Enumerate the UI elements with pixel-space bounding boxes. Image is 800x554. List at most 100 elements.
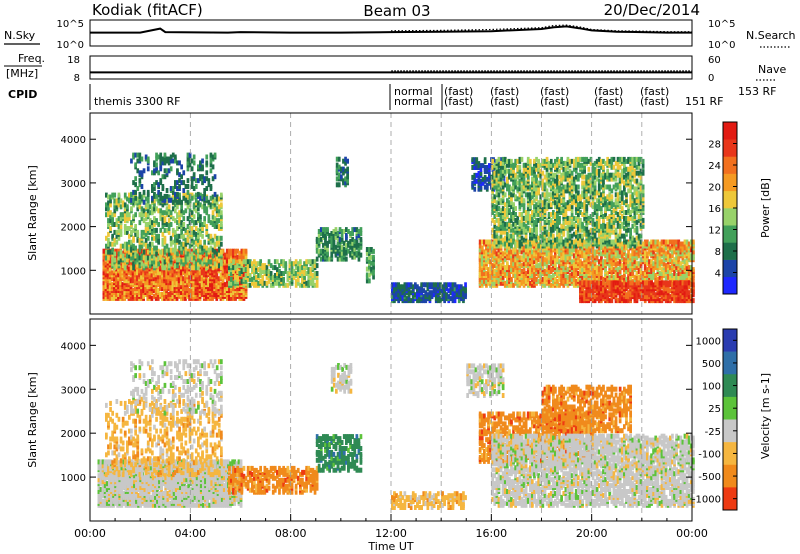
data-cell-r1	[205, 261, 209, 267]
data-cell-r1	[142, 212, 146, 218]
data-cell-r0	[144, 252, 147, 258]
data-cell-r0	[240, 256, 244, 262]
data-cell-r1	[142, 229, 146, 235]
data-cell-r2	[159, 164, 163, 170]
data-cell-r3	[282, 276, 285, 282]
data-cell-r1	[159, 208, 163, 214]
data-cell-r2	[167, 160, 171, 166]
data-cell-r5	[346, 158, 349, 164]
data-cell-r0	[163, 293, 166, 299]
data-cell-r2	[165, 193, 169, 199]
data-cell-r1	[203, 220, 206, 226]
data-cell-r1	[171, 231, 175, 237]
data-cell-r1	[107, 255, 110, 261]
data-cell-r1	[113, 192, 117, 198]
data-cell-r0	[140, 270, 143, 276]
data-cell-r1	[153, 249, 156, 255]
data-cell-r1	[153, 227, 156, 233]
data-cell-r1	[176, 204, 179, 210]
data-cell-r2	[161, 156, 165, 162]
data-cell-r0	[175, 248, 179, 254]
data-cell-r1	[184, 227, 188, 233]
data-cell-r1	[159, 249, 163, 255]
data-cell-r0	[182, 276, 185, 282]
data-cell-r4	[345, 256, 348, 262]
data-cell-r1	[128, 239, 131, 245]
data-cell-r0	[169, 264, 173, 270]
data-cell-r0	[171, 250, 175, 256]
data-cell-r2	[163, 152, 167, 158]
data-cell-r0	[161, 248, 164, 254]
data-cell-r1	[201, 226, 204, 231]
data-cell-r1	[205, 229, 209, 235]
data-cell-r0	[240, 288, 244, 293]
data-cell-r1	[178, 239, 181, 245]
data-cell-r0	[219, 256, 223, 262]
data-cell-r2	[209, 184, 213, 189]
data-cell-r0	[211, 295, 214, 301]
data-cell-r0	[163, 282, 166, 288]
data-cell-r0	[146, 260, 150, 266]
data-cell-r2	[194, 184, 198, 189]
data-cell-r1	[107, 237, 110, 243]
data-cell-r2	[146, 166, 150, 172]
data-cell-r1	[128, 212, 131, 218]
data-cell-r0	[188, 274, 191, 280]
data-cell-r1	[146, 198, 150, 204]
data-cell-r1	[111, 220, 114, 226]
data-cell-r0	[228, 248, 231, 254]
data-cell-r1	[111, 212, 114, 218]
data-cell-r1	[146, 226, 150, 231]
cpid-entry-fast-5b: (fast)	[640, 95, 669, 108]
data-cell-r1	[134, 192, 137, 198]
data-cell-r1	[138, 204, 142, 210]
data-cell-r0	[163, 262, 166, 268]
data-cell-r0	[161, 295, 164, 301]
data-cell-r1	[201, 261, 204, 267]
data-cell-r1	[184, 200, 188, 206]
data-cell-r1	[174, 243, 177, 249]
data-cell-r1	[111, 255, 114, 261]
data-cell-r0	[102, 280, 106, 286]
data-cell-r1	[167, 218, 171, 224]
data-cell-r1	[128, 226, 131, 231]
data-cell-r1	[144, 196, 148, 202]
data-cell-r1	[134, 245, 137, 251]
data-cell-r1	[151, 235, 154, 241]
data-cell-r0	[148, 290, 152, 295]
data-cell-r2	[171, 186, 175, 191]
data-cell-r1	[155, 245, 158, 251]
data-cell-r2	[169, 158, 173, 164]
data-cell-r1	[155, 261, 158, 267]
data-cell-r1	[153, 202, 156, 208]
data-cell-r3	[232, 259, 235, 265]
data-cell-r0	[102, 270, 106, 276]
data-cell-r0	[173, 280, 177, 286]
data-cell-r1	[113, 265, 117, 271]
freq-label-bottom: [MHz]	[6, 67, 38, 80]
data-cell-r0	[108, 266, 112, 272]
data-cell-r0	[121, 290, 125, 295]
data-cell-r1	[184, 253, 188, 259]
data-cell-r2	[151, 188, 154, 193]
data-cell-r0	[225, 295, 229, 301]
data-cell-r0	[169, 295, 173, 301]
data-cell-r1	[180, 241, 183, 247]
data-cell-r0	[215, 284, 219, 290]
data-cell-r0	[190, 248, 193, 254]
data-cell-r1	[171, 239, 175, 245]
data-cell-r1	[199, 259, 202, 265]
cpid-entry-fast-3a: (fast)	[540, 85, 569, 98]
data-cell-r2	[205, 154, 209, 160]
data-cell-r1	[161, 210, 165, 216]
data-cell-r1	[163, 200, 167, 206]
data-cell-r1	[117, 255, 121, 261]
data-cell-r1	[148, 227, 152, 233]
n-sky-label: N.Sky	[4, 29, 36, 42]
data-cell-r0	[240, 276, 244, 282]
data-cell-r1	[153, 263, 156, 269]
data-cell-r2	[174, 191, 177, 197]
data-cell-r0	[146, 280, 150, 286]
data-cell-r1	[194, 239, 198, 245]
data-cell-r1	[176, 226, 179, 231]
